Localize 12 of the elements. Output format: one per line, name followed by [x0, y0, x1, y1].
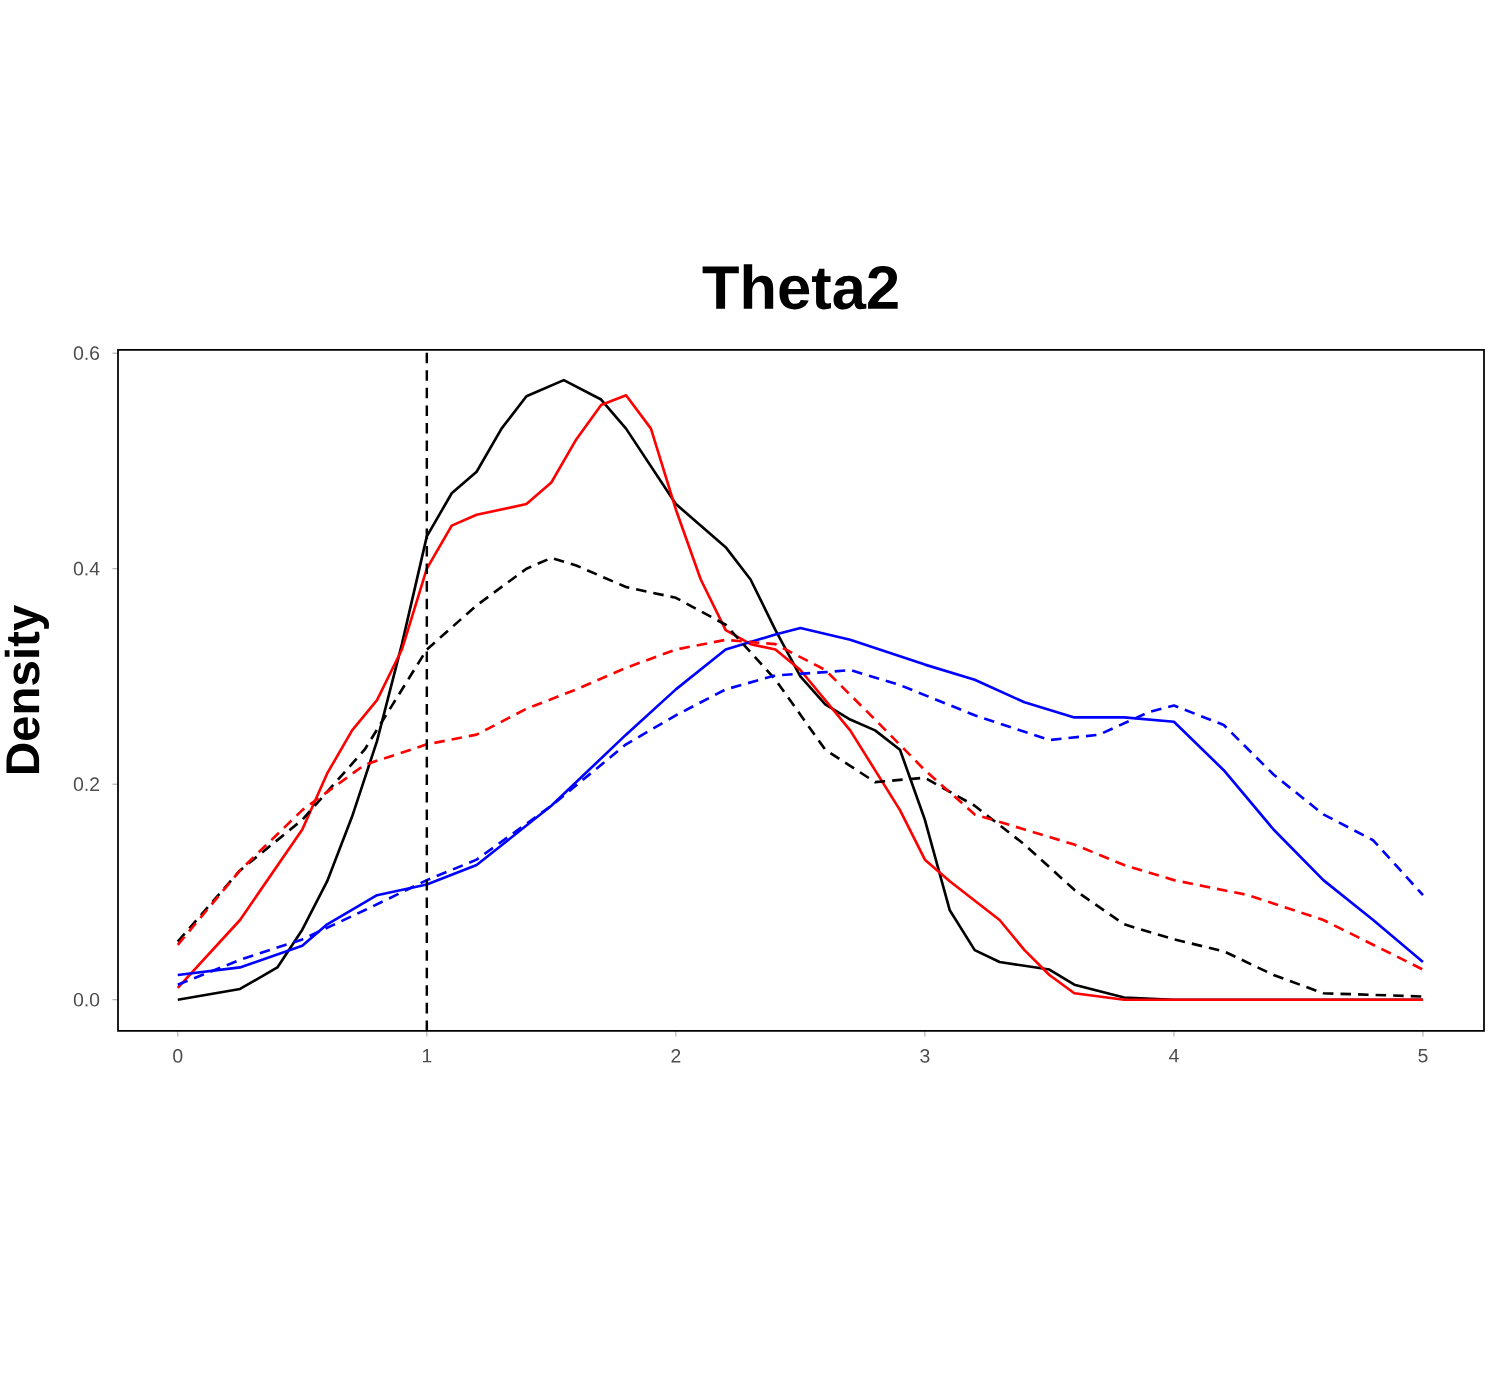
- x-tick-label: 3: [920, 1049, 930, 1063]
- x-tick-label: 2: [671, 1049, 681, 1063]
- y-tick-label: 0.4: [73, 561, 100, 576]
- x-tick-label: 1: [422, 1049, 432, 1063]
- y-axis-title: Density: [4, 605, 49, 773]
- y-tick-label: 0.6: [73, 346, 100, 361]
- x-tick-label: 0: [173, 1049, 183, 1063]
- x-tick-label: 4: [1169, 1049, 1179, 1063]
- x-tick-label: 5: [1418, 1049, 1428, 1063]
- chart-title: Theta2: [702, 264, 898, 310]
- y-tick-label: 0.0: [73, 992, 100, 1007]
- y-tick-label: 0.2: [73, 777, 100, 792]
